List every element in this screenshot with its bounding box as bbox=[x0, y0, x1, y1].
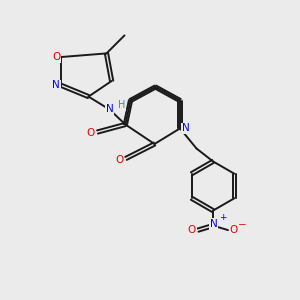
Text: O: O bbox=[230, 225, 238, 235]
Text: N: N bbox=[106, 104, 113, 115]
Text: O: O bbox=[115, 155, 124, 165]
Text: −: − bbox=[238, 220, 246, 230]
Text: N: N bbox=[182, 123, 189, 134]
Text: O: O bbox=[87, 128, 95, 138]
Text: O: O bbox=[52, 52, 60, 62]
Text: N: N bbox=[210, 219, 218, 229]
Text: N: N bbox=[52, 80, 60, 91]
Text: +: + bbox=[219, 213, 226, 222]
Text: O: O bbox=[188, 225, 196, 235]
Text: H: H bbox=[118, 100, 126, 110]
